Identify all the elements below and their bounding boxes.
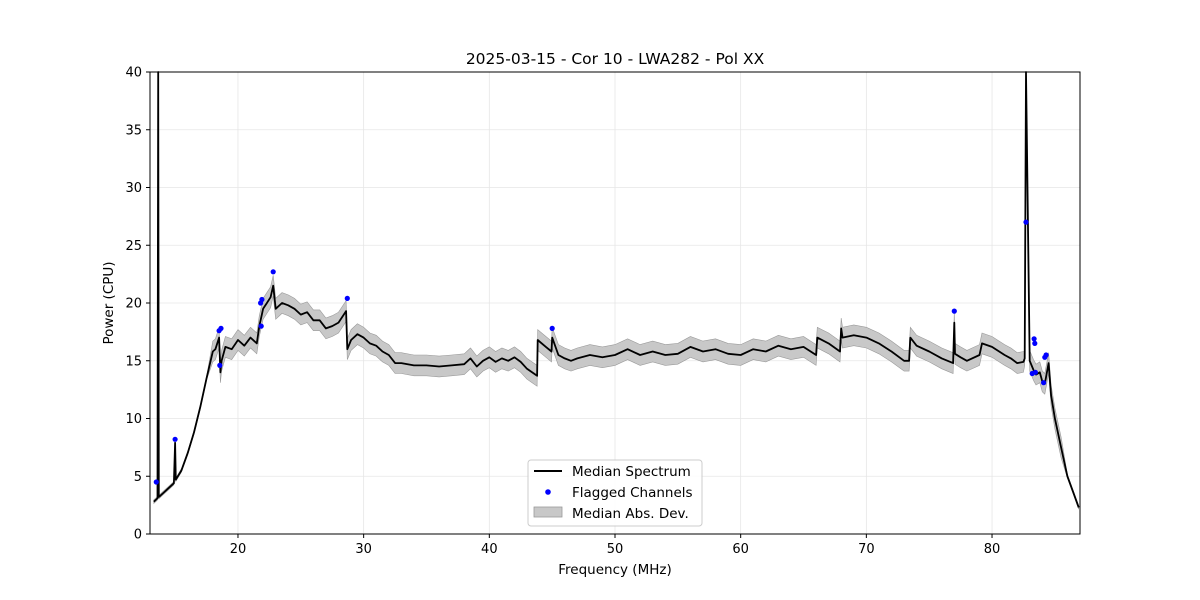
flagged-channel-point [218,326,223,331]
x-axis-label: Frequency (MHz) [558,562,671,578]
flagged-channel-point [345,296,350,301]
flagged-channel-point [1023,220,1028,225]
spectrum-chart: 2025-03-15 - Cor 10 - LWA282 - Pol XX 20… [0,0,1200,600]
x-tick-label: 70 [858,542,875,557]
flagged-channel-point [173,437,178,442]
x-tick-label: 40 [481,542,498,557]
flagged-channel-point [1041,380,1046,385]
y-axis-ticks: 0 5 10 15 20 25 30 35 40 [125,66,150,543]
y-tick-label: 25 [125,239,142,254]
x-tick-label: 50 [607,542,624,557]
y-tick-label: 10 [125,412,142,427]
flagged-channel-point [1044,352,1049,357]
legend-flagged-marker [545,489,551,495]
y-axis-label: Power (CPU) [101,261,117,344]
legend: Median Spectrum Flagged Channels Median … [528,460,702,526]
x-tick-label: 80 [984,542,1001,557]
y-tick-label: 40 [125,66,142,81]
x-axis-ticks: 20 30 40 50 60 70 80 [230,534,1001,557]
flagged-channel-point [1032,341,1037,346]
x-tick-label: 30 [355,542,372,557]
y-tick-label: 35 [125,123,142,138]
flagged-channel-point [1033,370,1038,375]
legend-mad-patch [534,507,562,517]
y-tick-label: 5 [134,470,142,485]
flagged-channel-point [217,363,222,368]
x-tick-label: 60 [732,542,749,557]
y-tick-label: 15 [125,354,142,369]
flagged-channel-point [271,269,276,274]
flagged-channel-point [259,324,264,329]
y-tick-label: 20 [125,297,142,312]
legend-label-mad: Median Abs. Dev. [572,506,689,522]
flagged-channel-point [259,297,264,302]
flagged-channel-point [952,309,957,314]
legend-label-flagged: Flagged Channels [572,485,693,501]
flagged-channel-point [1032,336,1037,341]
y-tick-label: 30 [125,181,142,196]
chart-title: 2025-03-15 - Cor 10 - LWA282 - Pol XX [466,50,765,68]
mad-band [154,72,1079,509]
plot-area [154,72,1079,509]
x-tick-label: 20 [230,542,247,557]
flagged-channel-point [550,326,555,331]
median-spectrum-line [154,72,1079,507]
legend-label-median: Median Spectrum [572,464,691,480]
y-tick-label: 0 [134,528,142,543]
flagged-channel-point [154,479,159,484]
